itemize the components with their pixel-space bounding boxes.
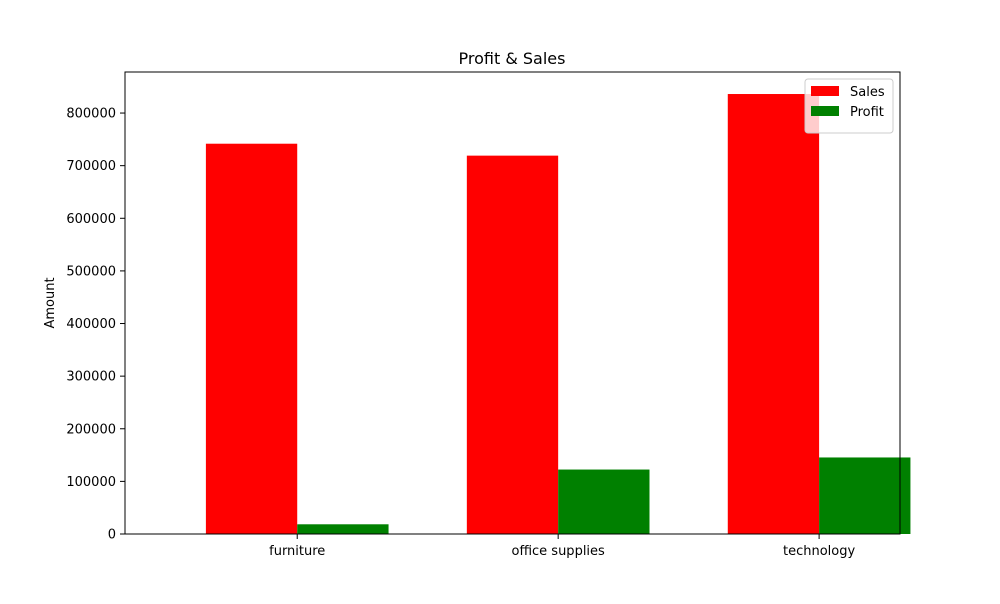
y-tick-label: 200000 (66, 422, 116, 437)
bar-sales-office-supplies (466, 155, 559, 534)
chart-title: Profit & Sales (459, 49, 566, 68)
legend: Sales Profit (804, 78, 894, 134)
legend-label-sales: Sales (850, 85, 885, 100)
plot-area-frame (124, 71, 901, 535)
bar-sales-furniture (205, 143, 298, 535)
bar-profit-office-supplies (558, 469, 650, 534)
y-axis-ticks: 0 100000 200000 300000 400000 500000 600000 700… (66, 107, 125, 543)
y-tick-label: 100000 (66, 475, 116, 490)
y-axis-label: Amount (43, 277, 58, 328)
y-tick-label: 700000 (66, 159, 116, 174)
bar-sales-technology (727, 94, 820, 534)
bar-profit-furniture (297, 524, 389, 534)
legend-swatch-sales (811, 86, 839, 96)
y-tick-label: 600000 (66, 212, 116, 227)
legend-swatch-profit (811, 106, 839, 116)
legend-label-profit: Profit (850, 105, 884, 120)
y-tick-label: 800000 (66, 107, 116, 122)
y-tick-label: 400000 (66, 317, 116, 332)
bar-profit-technology (819, 457, 911, 534)
x-tick-label: furniture (269, 544, 325, 559)
y-tick-label: 500000 (66, 264, 116, 279)
y-tick-label: 0 (108, 528, 116, 543)
x-tick-label: technology (783, 544, 855, 559)
y-tick-label: 300000 (66, 370, 116, 385)
x-tick-label: office supplies (512, 544, 606, 559)
x-axis-ticks: furniture office supplies technology (269, 534, 856, 559)
bars-layer (205, 94, 911, 535)
